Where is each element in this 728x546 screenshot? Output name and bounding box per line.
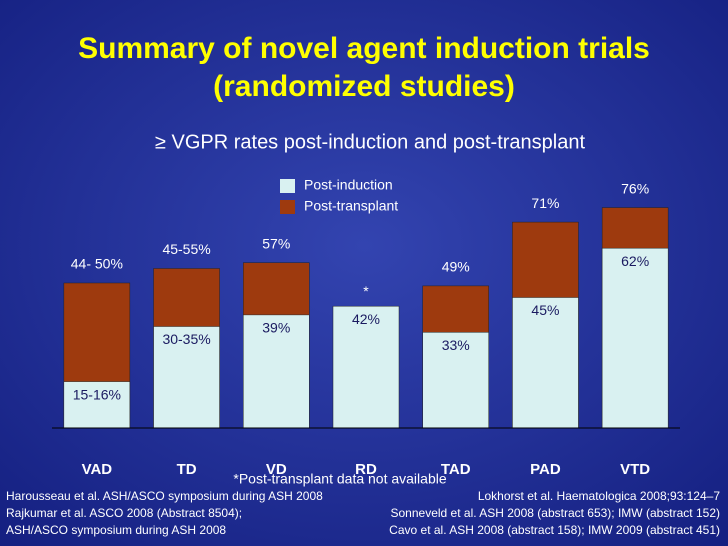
x-tick-label: VAD	[82, 461, 113, 478]
reference: Cavo et al. ASH 2008 (abstract 158); IMW…	[389, 523, 720, 537]
data-label: 30-35%	[162, 331, 210, 347]
bar	[422, 332, 489, 429]
bar	[601, 247, 669, 429]
data-label: 49%	[442, 259, 470, 275]
data-label: 62%	[621, 253, 649, 269]
footnote: *Post-transplant data not available	[233, 471, 446, 487]
data-label: 44- 50%	[71, 256, 123, 272]
data-label: 45-55%	[162, 241, 210, 257]
legend-swatch	[280, 200, 295, 214]
data-label: 57%	[262, 235, 290, 251]
bar	[153, 326, 220, 429]
reference: Lokhorst et al. Haematologica 2008;93:12…	[478, 489, 720, 503]
data-label: 15-16%	[73, 386, 121, 402]
reference: Rajkumar et al. ASCO 2008 (Abstract 8504…	[6, 506, 242, 520]
reference: Sonneveld et al. ASH 2008 (abstract 653)…	[391, 506, 721, 520]
bar	[332, 305, 400, 429]
bar	[63, 381, 131, 429]
data-label: *	[363, 283, 369, 299]
bar	[243, 314, 310, 429]
x-tick-label: TD	[177, 461, 197, 478]
chart-title: (randomized studies)	[213, 70, 515, 103]
x-tick-label: TAD	[441, 461, 471, 478]
bar	[512, 297, 579, 429]
data-label: 42%	[352, 311, 380, 327]
data-label: 71%	[531, 195, 559, 211]
subtitle: ≥ VGPR rates post-induction and post-tra…	[155, 131, 586, 153]
legend-label: Post-transplant	[304, 198, 398, 214]
legend-label: Post-induction	[304, 177, 393, 193]
legend-swatch	[280, 179, 295, 193]
x-tick-label: VD	[266, 461, 287, 478]
x-tick-label: VTD	[620, 461, 650, 478]
data-label: 39%	[262, 320, 290, 336]
data-label: 33%	[442, 337, 470, 353]
x-tick-label: RD	[355, 461, 377, 478]
reference: ASH/ASCO symposium during ASH 2008	[6, 523, 226, 537]
reference: Harousseau et al. ASH/ASCO symposium dur…	[6, 489, 323, 503]
data-label: 76%	[621, 180, 649, 196]
x-tick-label: PAD	[530, 461, 561, 478]
data-label: 45%	[531, 302, 559, 318]
chart-title: Summary of novel agent induction trials	[78, 32, 650, 65]
